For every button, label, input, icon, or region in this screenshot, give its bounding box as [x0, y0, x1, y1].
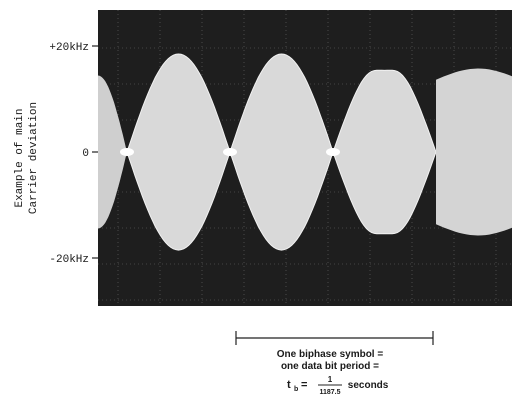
waveform-leading-lobe: [98, 75, 127, 229]
waveform-envelope: [98, 53, 512, 251]
bit-period-caption-line1: One biphase symbol =: [277, 349, 384, 360]
bit-period-bracket: [235, 331, 434, 345]
y-tick-label: 0: [82, 148, 89, 160]
y-axis-title-line2: Carrier deviation: [28, 102, 40, 214]
y-axis-title-line1: Example of main: [14, 108, 26, 207]
formula-suffix: seconds: [345, 380, 389, 391]
y-tick-label: -20kHz: [49, 254, 89, 266]
waveform-null-glint: [120, 148, 134, 156]
bit-period-caption-line2: one data bit period =: [281, 361, 379, 372]
bit-period-formula: t b = 1 1187.5 seconds: [287, 375, 389, 396]
waveform-trailing-lobe: [436, 68, 512, 236]
formula-t: t: [287, 379, 291, 391]
formula-numerator: 1: [328, 375, 333, 384]
waveform-null-glint: [326, 148, 340, 156]
waveform-null-glint: [223, 148, 237, 156]
formula-equals: =: [298, 379, 311, 391]
y-tick-label: +20kHz: [49, 42, 89, 54]
y-axis-ticks: +20kHz 0 -20kHz: [49, 42, 98, 266]
formula-denominator: 1187.5: [319, 389, 340, 396]
formula-subscript: b: [294, 386, 298, 393]
